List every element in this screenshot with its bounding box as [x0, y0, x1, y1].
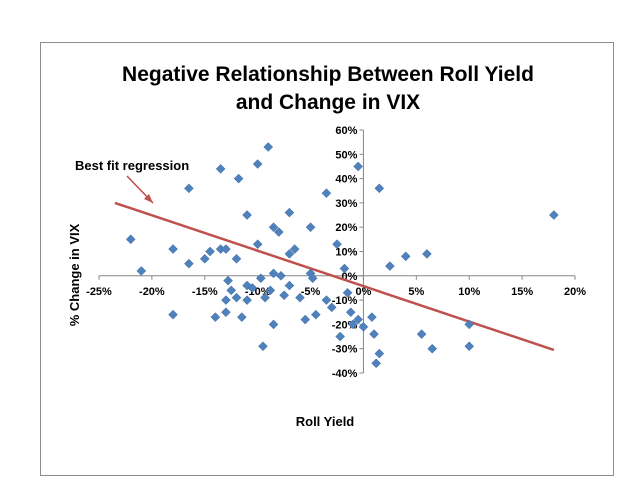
data-point — [252, 159, 263, 169]
data-point — [374, 183, 385, 194]
data-point — [184, 258, 194, 269]
x-tick-label: 20% — [564, 286, 586, 298]
data-point — [255, 273, 266, 284]
data-point — [374, 348, 385, 359]
data-point — [242, 210, 252, 220]
data-point — [342, 287, 353, 298]
data-point — [136, 266, 147, 276]
data-point — [369, 329, 379, 339]
y-tick-label: 40% — [335, 174, 357, 186]
data-point — [295, 292, 305, 303]
data-point — [332, 239, 342, 250]
data-point — [284, 280, 295, 291]
data-point — [300, 314, 311, 325]
data-point — [252, 239, 263, 250]
data-point — [276, 270, 286, 281]
annotation-label: Best fit regression — [75, 158, 189, 173]
data-point — [284, 207, 295, 218]
data-points — [125, 142, 559, 369]
data-point — [548, 210, 559, 220]
data-point — [205, 246, 215, 257]
x-tick-label: 10% — [458, 286, 480, 298]
data-point — [233, 173, 244, 184]
data-point — [215, 164, 226, 174]
data-point — [236, 312, 247, 322]
data-point — [335, 331, 346, 342]
data-point — [284, 249, 295, 259]
data-point — [242, 295, 252, 305]
data-point — [422, 249, 432, 259]
regression-line — [114, 201, 555, 352]
data-point — [184, 183, 194, 194]
data-point — [221, 244, 231, 254]
data-point — [321, 295, 332, 305]
y-tick-label: 10% — [335, 247, 357, 259]
data-point — [400, 251, 411, 262]
data-point — [307, 273, 318, 284]
data-point — [305, 222, 316, 233]
data-point — [279, 290, 289, 301]
y-tick-label: 20% — [335, 222, 357, 234]
data-point — [268, 222, 279, 233]
data-point — [348, 319, 358, 330]
data-point — [358, 321, 369, 332]
data-point — [199, 253, 210, 264]
data-point — [339, 263, 350, 274]
data-point — [326, 302, 337, 313]
data-point — [268, 319, 279, 330]
data-point — [125, 234, 136, 245]
data-point — [289, 244, 300, 254]
data-point — [310, 309, 321, 320]
data-point — [221, 295, 231, 305]
y-tick-label: 50% — [335, 149, 357, 161]
x-tick-label: -15% — [192, 286, 218, 298]
y-tick-label: -10% — [332, 295, 358, 307]
chart-title-line-2: and Change in VIX — [236, 91, 420, 114]
y-axis-label: % Change in VIX — [67, 223, 82, 326]
x-tick-label: -5% — [301, 286, 321, 298]
y-tick-label: -30% — [332, 344, 358, 356]
data-point — [265, 285, 276, 296]
data-point — [210, 312, 221, 322]
data-point — [226, 285, 237, 296]
annotation-arrowhead — [144, 194, 153, 203]
data-point — [260, 292, 270, 303]
data-point — [263, 142, 274, 152]
data-point — [427, 343, 438, 354]
data-point — [385, 261, 395, 271]
chart-title-line-1: Negative Relationship Between Roll Yield — [122, 63, 534, 86]
scatter-chart: Negative Relationship Between Roll Yield… — [67, 63, 586, 429]
data-point — [353, 161, 364, 172]
y-tick-label: 60% — [335, 125, 357, 137]
data-point — [168, 309, 178, 320]
data-point — [273, 227, 284, 237]
data-point — [353, 314, 364, 325]
x-tick-label: -25% — [86, 286, 112, 298]
data-point — [223, 275, 233, 286]
x-axis-label: Roll Yield — [296, 414, 355, 429]
data-point — [464, 319, 475, 330]
data-point — [321, 188, 332, 199]
data-point — [231, 292, 242, 303]
data-point — [367, 312, 377, 322]
data-point — [247, 283, 258, 293]
data-point — [464, 341, 475, 352]
y-tick-labels: -40%-30%-20%-10%0%10%20%30%40%50%60% — [332, 125, 364, 380]
data-point — [371, 358, 381, 369]
data-point — [168, 244, 178, 254]
data-point — [231, 253, 242, 264]
data-point — [268, 268, 279, 279]
data-point — [416, 329, 427, 339]
x-tick-label: 15% — [511, 286, 533, 298]
data-point — [221, 307, 231, 318]
y-tick-label: 30% — [335, 198, 357, 210]
y-tick-label: -40% — [332, 368, 358, 380]
data-point — [258, 341, 268, 352]
data-point — [345, 307, 356, 318]
x-tick-label: -20% — [139, 286, 165, 298]
x-tick-label: 5% — [408, 286, 424, 298]
chart-area: Negative Relationship Between Roll Yield… — [40, 42, 614, 476]
